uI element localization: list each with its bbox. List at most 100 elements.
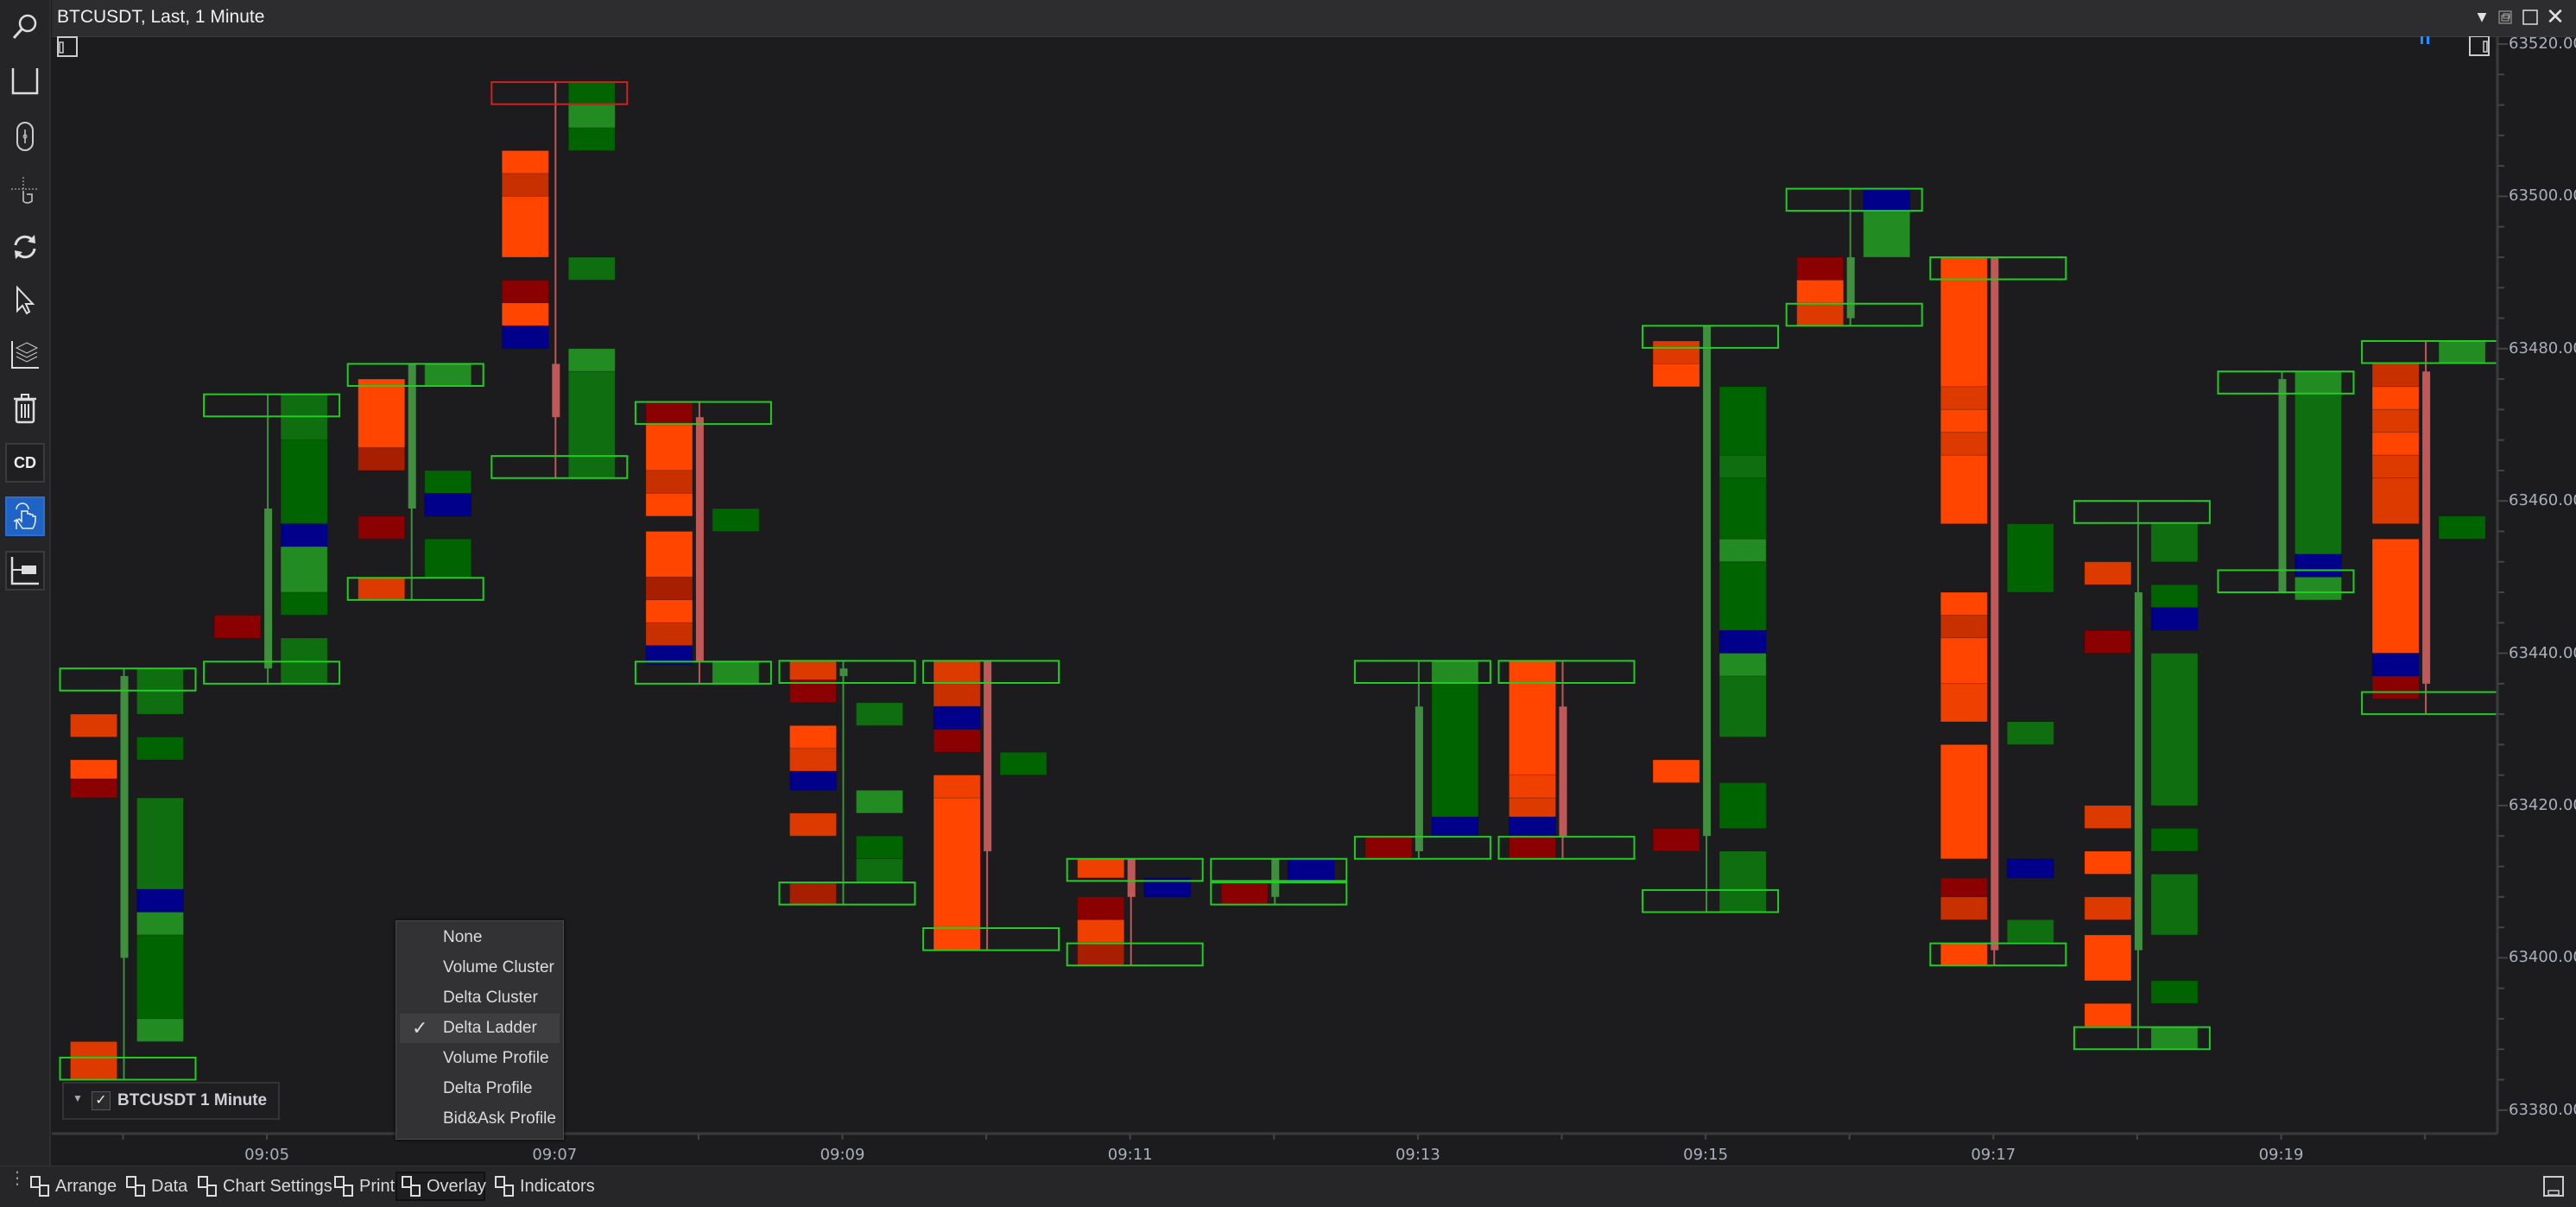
menu-item-bid-ask-profile[interactable]: Bid&Ask Profile [443,1109,556,1128]
price-label: 63440.00 [2509,643,2576,662]
bid-cell [2084,1002,2132,1027]
candle[interactable] [1642,325,1780,913]
bid-cell [1652,759,1700,784]
candle[interactable] [2217,370,2355,601]
footprint-chart[interactable] [52,36,2576,1166]
toolbar-grip-icon[interactable]: ⋮ [9,1167,26,1188]
search-tool-button[interactable] [5,7,45,47]
ask-cell [2438,340,2486,364]
bid-cell [1940,432,1988,456]
menu-item-delta-ladder[interactable]: ✓ Delta Ladder [400,1014,560,1043]
low-price-box [2217,569,2355,594]
indicators-button[interactable]: Indicators [491,1172,598,1201]
pointer-button[interactable] [5,281,45,320]
chart-scale-button[interactable] [5,551,45,591]
bid-cell [1940,942,1988,966]
pause-icon[interactable] [2421,36,2429,44]
legend-checkbox[interactable]: ✓ [92,1091,111,1110]
legend-collapse-icon[interactable]: ▼ [73,1092,83,1104]
bid-cell [789,724,837,749]
layers-button[interactable] [5,335,45,375]
trash-icon [14,394,36,424]
menu-item-delta-cluster[interactable]: Delta Cluster [443,989,538,1007]
ask-cell [2150,653,2199,806]
ask-cell [1431,816,1479,837]
ask-cell [2006,721,2054,745]
restore-button[interactable] [2493,5,2517,29]
window-tile-icon [334,1176,353,1197]
time-label: 09:13 [1395,1146,1440,1164]
bid-cell [1940,408,1988,433]
low-price-box [203,660,341,685]
bid-cell [645,424,693,471]
candle[interactable] [1785,187,1923,327]
menu-item-volume-profile[interactable]: Volume Profile [443,1049,549,1067]
right-panel-toggle-icon[interactable] [2469,36,2490,56]
bid-cell [933,729,981,753]
bid-cell [70,1040,117,1081]
window-tile-icon [30,1176,49,1197]
candle[interactable] [1497,660,1636,860]
left-panel-toggle-icon[interactable] [57,36,78,57]
candle[interactable] [778,660,916,906]
ask-cell [856,702,903,726]
dropdown-button[interactable]: ▼ [2470,5,2494,29]
low-price-box [634,660,772,685]
series-legend[interactable]: ▼ ✓ BTCUSDT 1 Minute [62,1082,280,1120]
candle[interactable] [2361,339,2499,716]
bid-cell [1940,615,1988,639]
candle[interactable] [634,401,772,685]
candle[interactable] [59,667,197,1081]
candle-body [839,668,848,677]
ask-cell [1718,538,1767,563]
print-button[interactable]: Print [330,1172,398,1201]
bid-cell [1364,835,1413,860]
time-label: 09:05 [244,1146,290,1164]
mouse-scroll-button[interactable] [5,117,45,156]
candle[interactable] [2073,500,2211,1051]
candle[interactable] [922,660,1060,951]
menu-item-none[interactable]: None [443,928,483,946]
candle-body [1415,706,1423,851]
bid-cell [2371,454,2420,479]
layers-icon [11,341,39,369]
bid-cell [501,195,549,258]
legend-label: BTCUSDT 1 Minute [117,1091,268,1109]
drawing-area-button[interactable] [5,61,45,101]
data-button[interactable]: Data [122,1172,191,1201]
chart-settings-button[interactable]: Chart Settings [193,1172,336,1201]
delete-button[interactable] [5,389,45,428]
candle[interactable] [346,363,484,601]
candle[interactable] [1066,857,1204,967]
low-price-box [1785,302,1923,327]
pan-button[interactable] [5,171,45,211]
bid-cell [2371,408,2420,433]
one-click-trading-button[interactable] [5,496,45,536]
candle[interactable] [203,393,341,685]
high-price-box [1066,857,1204,882]
ask-cell [136,1018,184,1042]
candle[interactable] [1210,857,1348,906]
panel-bottom-toggle-button[interactable] [2543,1176,2564,1200]
overlay-button[interactable]: Overlay [396,1172,486,1201]
bid-cell [70,713,117,738]
high-price-box [491,81,629,105]
bid-cell [789,748,837,772]
menu-item-delta-profile[interactable]: Delta Profile [443,1079,533,1097]
close-button[interactable]: ✕ [2543,4,2567,30]
bid-cell [1796,256,1845,281]
arrange-button[interactable]: Arrange [26,1172,120,1201]
maximize-button[interactable] [2518,5,2542,29]
bid-cell [70,778,117,799]
refresh-button[interactable] [5,227,45,267]
ask-cell [999,751,1047,776]
bid-cell [501,279,549,304]
bid-cell [2084,629,2132,654]
menu-item-volume-cluster[interactable]: Volume Cluster [443,958,554,976]
ask-cell [1718,454,1767,479]
candle[interactable] [491,81,629,479]
candle[interactable] [1929,256,2067,967]
candle-body [695,417,704,661]
candle[interactable] [1353,660,1491,860]
cd-button[interactable]: CD [5,443,45,483]
